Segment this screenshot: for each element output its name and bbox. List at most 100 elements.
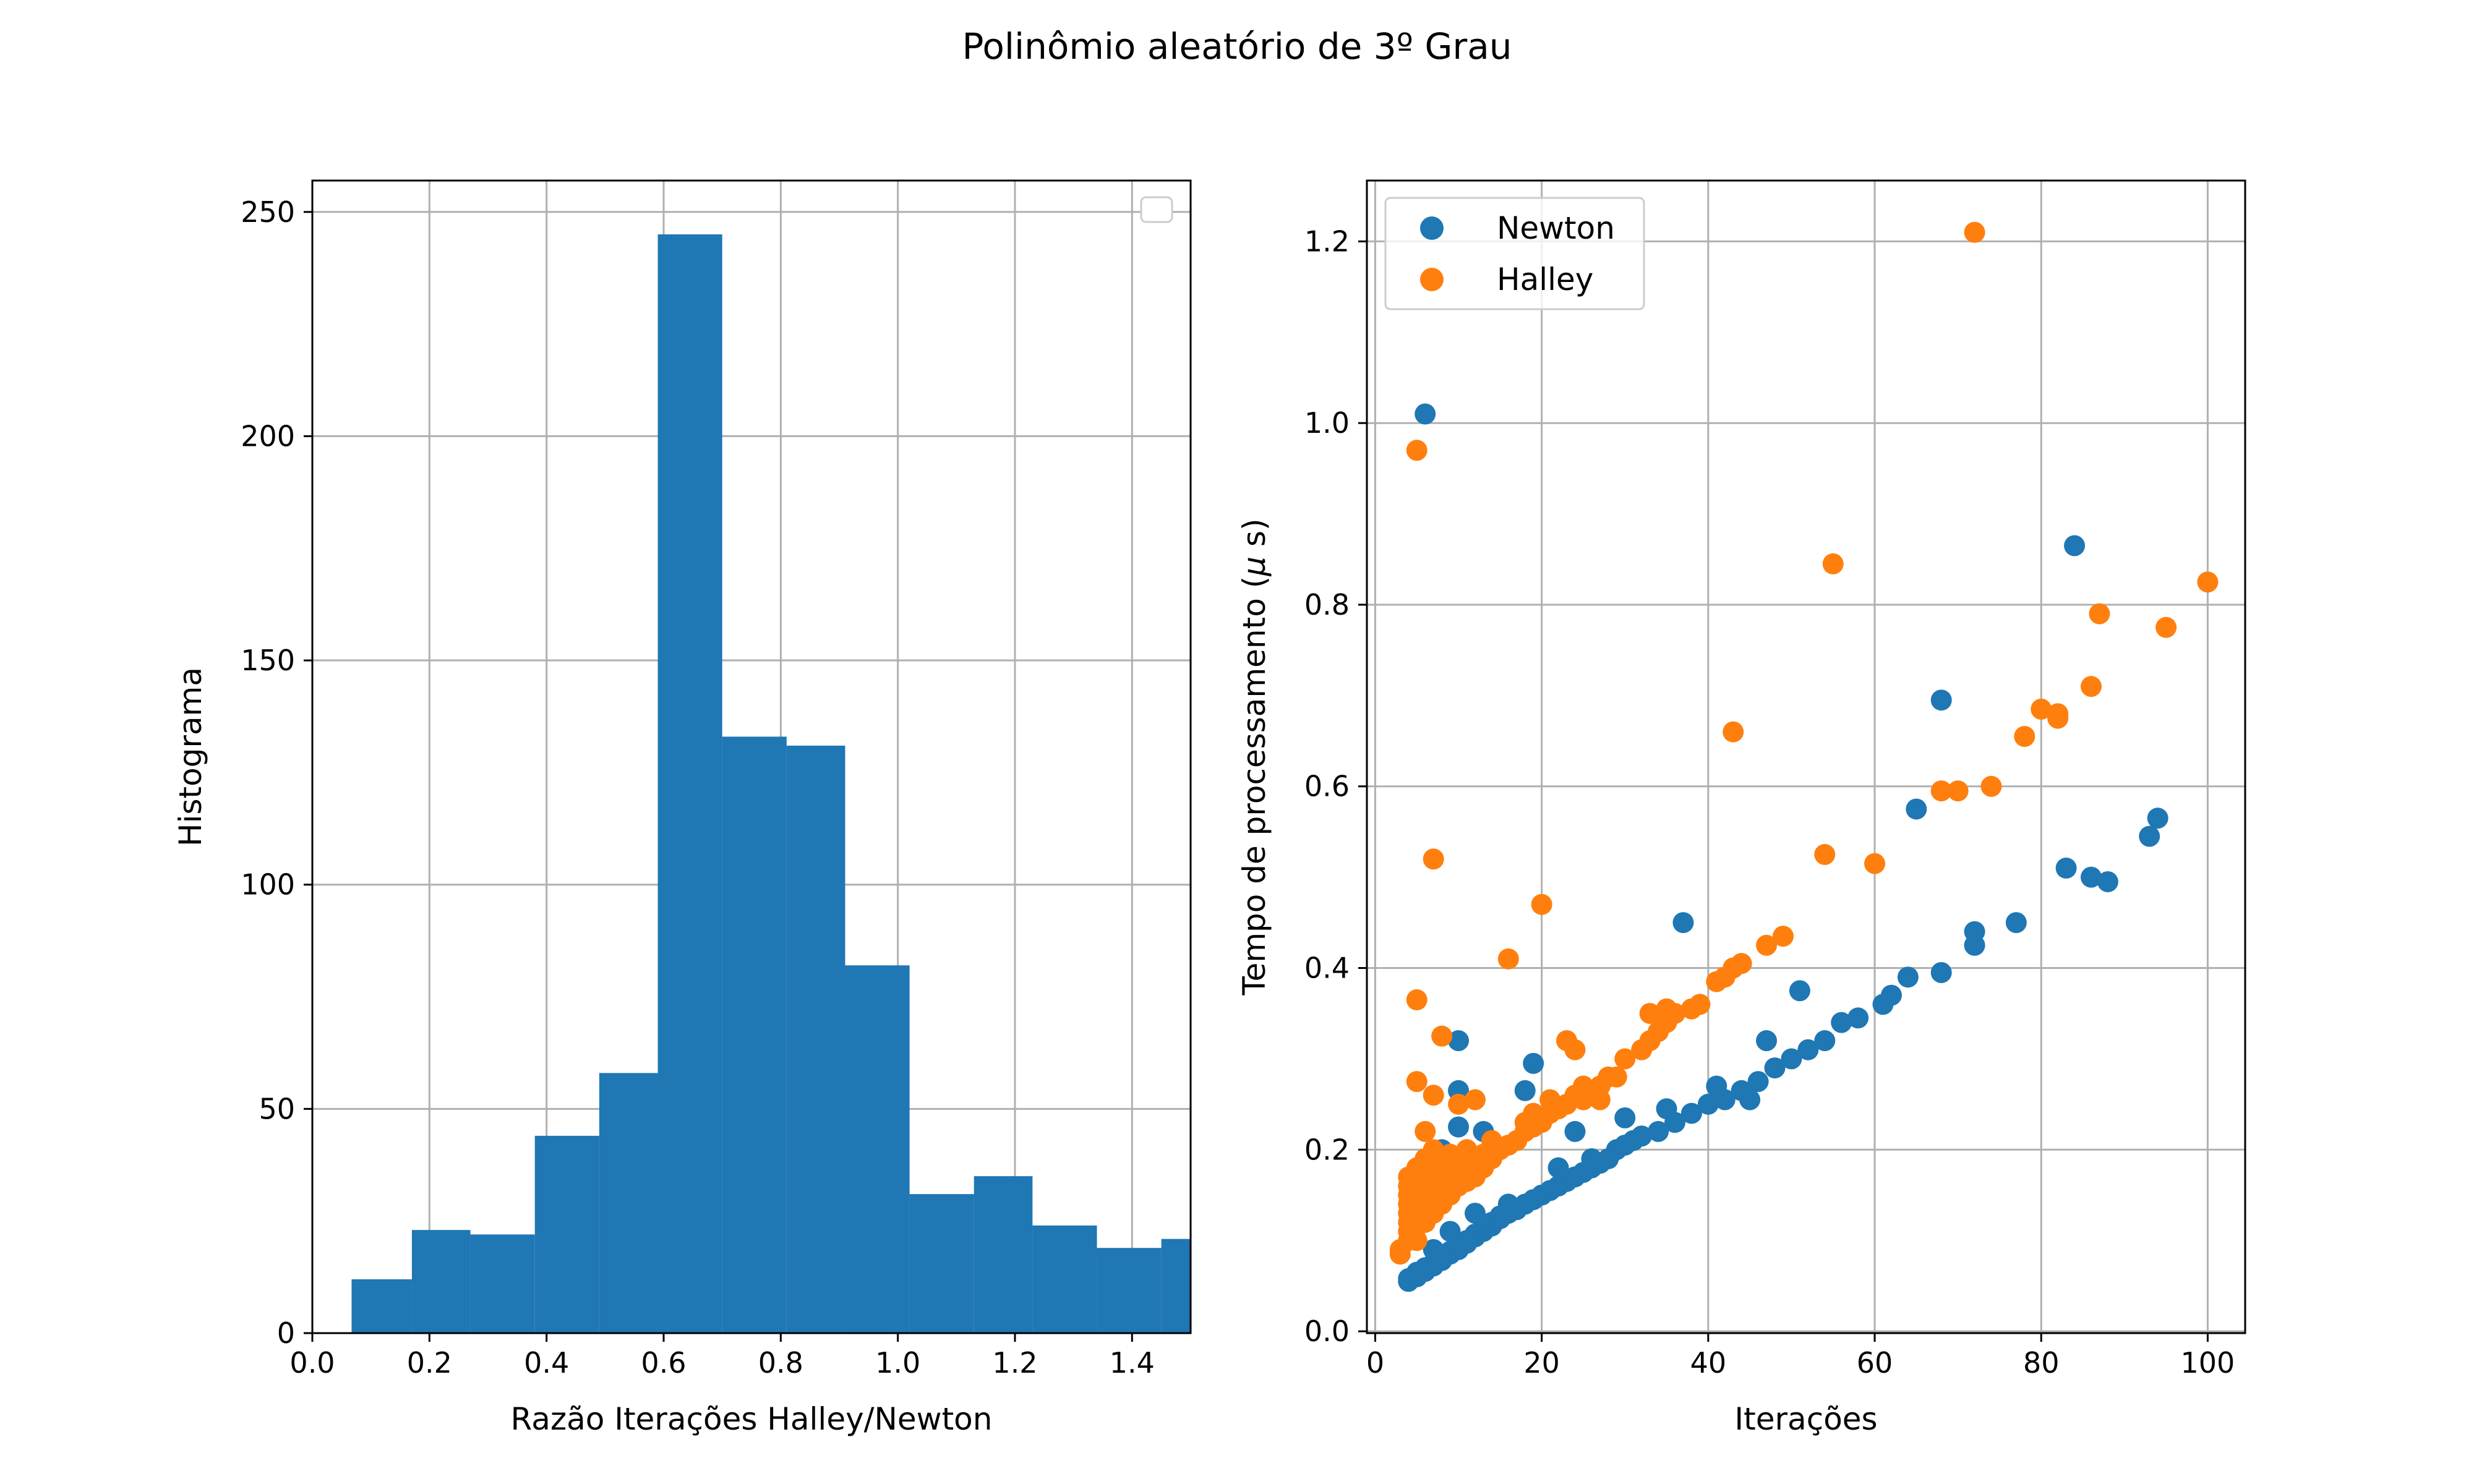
histogram-x-tick-label: 1.2	[992, 1346, 1037, 1380]
halley-point	[2089, 603, 2110, 625]
halley-point	[1431, 1025, 1453, 1047]
newton-point	[2097, 871, 2118, 892]
newton-point	[1614, 1107, 1636, 1128]
newton-point	[1930, 962, 1952, 983]
scatter-x-ticks: 0 20 40 60 80 100	[1366, 1333, 2235, 1380]
newton-point	[2064, 535, 2086, 556]
halley-point	[2047, 707, 2069, 729]
newton-point	[1847, 1007, 1869, 1029]
halley-point	[1464, 1089, 1486, 1111]
newton-point	[1415, 403, 1436, 425]
scatter-y-tick-label: 0.0	[1304, 1315, 1350, 1348]
histogram-bar	[1032, 1225, 1097, 1333]
legend-newton-marker	[1420, 216, 1444, 240]
halley-point	[2014, 725, 2035, 747]
histogram-empty-legend	[1140, 196, 1173, 223]
halley-point	[1964, 221, 1985, 243]
halley-series	[1389, 221, 2219, 1265]
scatter-y-tick-label: 1.0	[1304, 406, 1350, 440]
histogram-y-tick-label: 50	[259, 1092, 295, 1125]
newton-point	[1581, 1148, 1603, 1169]
scatter-x-tick-label: 60	[1857, 1346, 1893, 1380]
newton-point	[1880, 984, 1902, 1006]
halley-point	[1406, 440, 1427, 461]
newton-point	[2055, 857, 2077, 879]
newton-point	[2005, 912, 2027, 934]
newton-point	[2139, 825, 2160, 847]
histogram-bar	[909, 1194, 974, 1333]
halley-point	[1772, 926, 1794, 947]
halley-point	[1614, 1048, 1636, 1070]
halley-point	[1656, 998, 1677, 1020]
figure-title: Polinômio aleatório de 3º Grau	[962, 25, 1512, 67]
newton-point	[1747, 1071, 1769, 1093]
halley-point	[1423, 848, 1444, 870]
histogram-bar	[657, 234, 722, 1333]
scatter-legend-box	[1384, 197, 1645, 310]
scatter-y-ticks: 0.0 0.2 0.4 0.6 0.8 1.0 1.2	[1304, 224, 1367, 1348]
scatter-y-tick-label: 0.6	[1304, 770, 1350, 803]
histogram-bar	[1161, 1239, 1191, 1333]
legend-halley-marker	[1420, 268, 1444, 291]
histogram-frame	[311, 179, 1192, 1334]
scatter-y-tick-label: 0.8	[1304, 588, 1350, 621]
scatter-grid	[1367, 181, 2245, 1333]
newton-point	[1448, 1116, 1470, 1138]
halley-point	[1523, 1102, 1544, 1124]
histogram-y-tick-label: 100	[241, 868, 295, 902]
histogram-bar	[470, 1234, 535, 1333]
scatter-y-tick-label: 0.2	[1304, 1133, 1350, 1166]
halley-point	[1814, 843, 1836, 865]
histogram-x-tick-label: 0.8	[758, 1346, 803, 1380]
halley-point	[2031, 698, 2052, 720]
halley-point	[1406, 989, 1427, 1010]
newton-point	[1423, 1239, 1444, 1260]
halley-point	[1606, 1066, 1627, 1088]
histogram-bar	[534, 1135, 599, 1333]
newton-point	[1497, 1193, 1519, 1215]
newton-point	[1831, 1012, 1852, 1033]
newton-series	[1398, 403, 2168, 1292]
newton-point	[1789, 980, 1810, 1002]
halley-point	[1980, 775, 2002, 797]
halley-point	[1531, 893, 1552, 915]
halley-point	[2197, 571, 2219, 593]
histogram-bar	[722, 736, 787, 1333]
histogram-x-tick-label: 1.0	[875, 1346, 920, 1380]
newton-point	[1523, 1052, 1544, 1074]
scatter-y-label-suffix: s)	[1236, 519, 1272, 556]
scatter-x-tick-label: 0	[1366, 1346, 1384, 1380]
histogram-x-tick-label: 0.0	[289, 1346, 335, 1380]
histogram-bar	[974, 1176, 1033, 1333]
histogram-bars	[351, 234, 1191, 1333]
newton-point	[1680, 1102, 1702, 1124]
histogram-x-tick-label: 1.4	[1110, 1346, 1155, 1380]
halley-point	[1864, 853, 1886, 874]
newton-point	[1448, 1030, 1470, 1052]
halley-point	[1406, 1071, 1427, 1093]
halley-point	[1930, 780, 1952, 802]
halley-point	[2155, 616, 2177, 638]
newton-point	[1656, 1098, 1677, 1120]
newton-point	[1739, 1089, 1761, 1111]
scatter-y-label-prefix: Tempo de processamento (	[1236, 576, 1272, 996]
halley-point	[1731, 953, 1752, 974]
newton-point	[1464, 1203, 1486, 1224]
newton-point	[1706, 1075, 1727, 1097]
newton-point	[1547, 1157, 1569, 1179]
halley-point	[1589, 1089, 1611, 1111]
newton-point	[1697, 1093, 1719, 1115]
halley-point	[1572, 1075, 1594, 1097]
halley-point	[1481, 1130, 1502, 1151]
newton-point	[1814, 1030, 1836, 1052]
newton-point	[1897, 966, 1919, 988]
halley-point	[1822, 553, 1844, 574]
halley-point	[1415, 1120, 1436, 1142]
halley-point	[2080, 676, 2102, 697]
scatter-x-tick-label: 100	[2181, 1346, 2235, 1380]
histogram-bar	[599, 1073, 658, 1333]
newton-point	[1564, 1120, 1586, 1142]
newton-point	[1672, 912, 1694, 934]
newton-point	[1797, 1039, 1819, 1060]
